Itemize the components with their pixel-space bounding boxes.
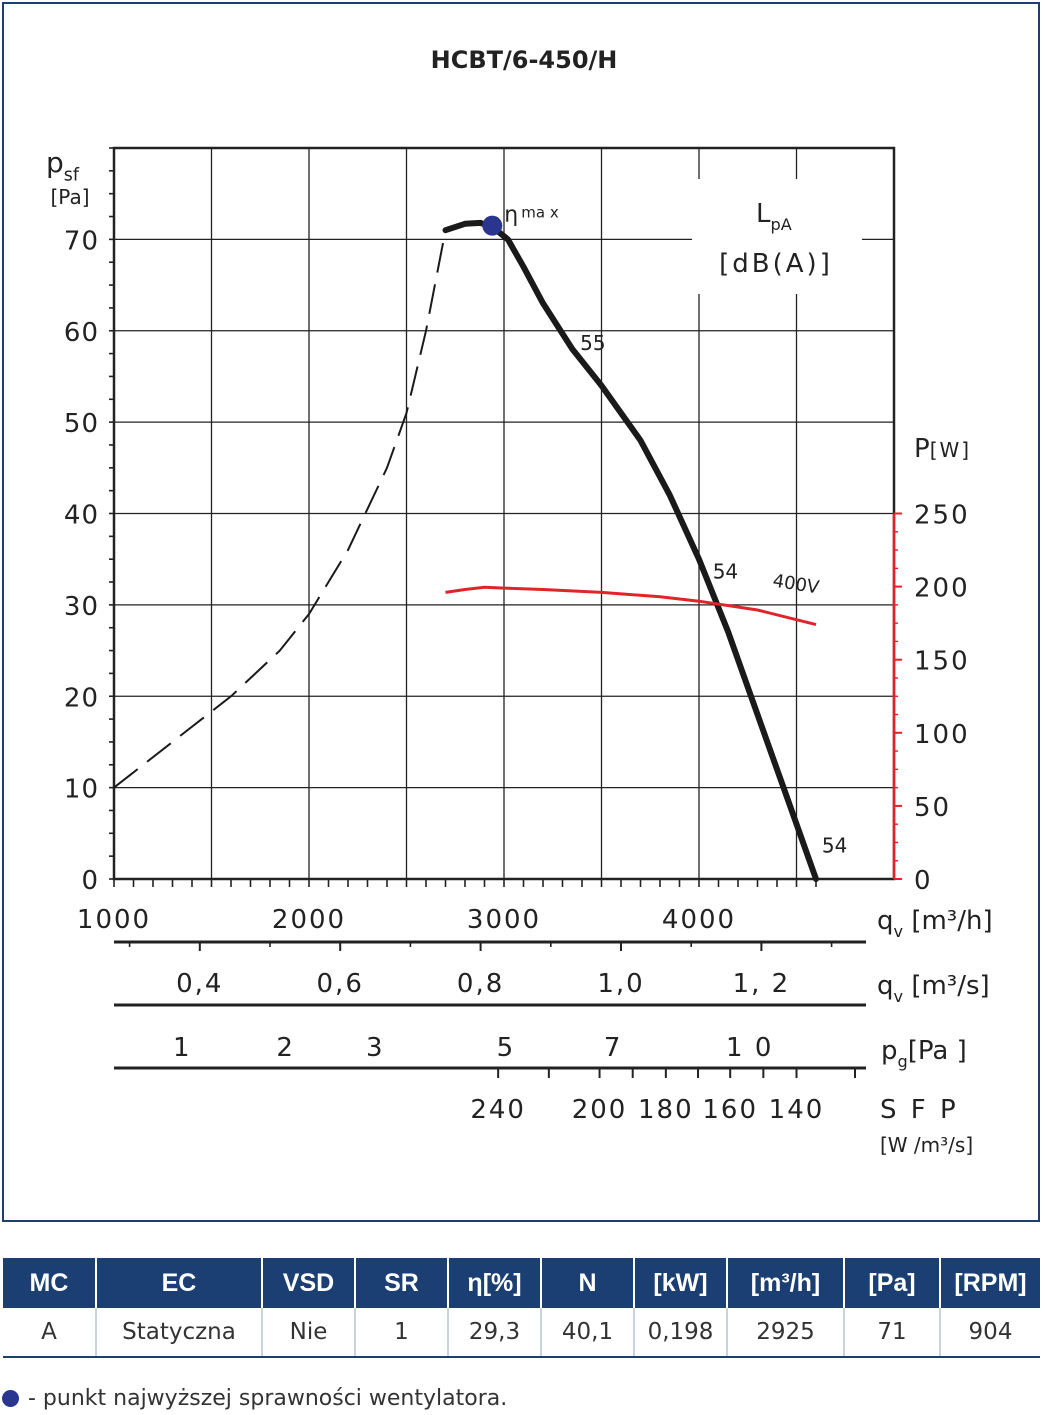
- eta-max-marker-icon: [2, 1390, 19, 1407]
- y-tick-label: 20: [64, 683, 99, 713]
- power-curve: [445, 585, 817, 627]
- y-tick-label: 0: [81, 866, 99, 896]
- x-tick-label: 2000: [272, 905, 346, 935]
- col-header-rpm: [RPM]: [940, 1258, 1040, 1308]
- cell-n: 40,1: [541, 1308, 635, 1358]
- pg-axis-label: pg[Pa ]: [881, 1036, 967, 1071]
- power-axis-label: P[W]: [914, 434, 971, 464]
- y-tick-label: 30: [64, 592, 99, 622]
- y-tick-label: 70: [64, 226, 99, 256]
- flow-m3s-tick-label: 1, 2: [733, 969, 791, 999]
- cell-rpm: 904: [940, 1308, 1040, 1358]
- noise-value-label: 55: [580, 331, 605, 355]
- sfp-axis-label: S F P: [880, 1095, 959, 1125]
- power-tick-label: 0: [914, 866, 933, 896]
- noise-unit: [dB(A)]: [719, 249, 833, 279]
- y-tick-label: 60: [64, 318, 99, 348]
- power-tick-label: 50: [914, 793, 951, 823]
- power-tick-label: 100: [914, 720, 970, 750]
- flow-m3s-axis-label: qv [m³/s]: [877, 971, 990, 1006]
- col-header-pressure: [Pa]: [844, 1258, 941, 1308]
- pg-tick-label: 1 0: [726, 1033, 773, 1063]
- chart-title: HCBT/6-450/H: [431, 46, 618, 74]
- table-header-row: MC EC VSD SR η[%] N [kW] [m³/h] [Pa] [RP…: [3, 1258, 1040, 1308]
- eta-max-label: η ma x: [504, 203, 559, 228]
- flow-m3s-tick-label: 0,8: [457, 969, 504, 999]
- sfp-tick-label: 240: [470, 1095, 526, 1125]
- y-axis-unit: [Pa]: [50, 185, 89, 209]
- cell-vsd: Nie: [262, 1308, 356, 1358]
- footnote: - punkt najwyższej sprawności wentylator…: [2, 1386, 507, 1411]
- cell-kw: 0,198: [634, 1308, 728, 1358]
- col-header-efficiency: η[%]: [448, 1258, 542, 1308]
- col-header-vsd: VSD: [262, 1258, 356, 1308]
- pg-tick-label: 1: [173, 1033, 192, 1063]
- cell-flow: 2925: [727, 1308, 845, 1358]
- col-header-flow: [m³/h]: [727, 1258, 845, 1308]
- flow-m3s-tick-label: 0,6: [317, 969, 364, 999]
- cell-ec: Statyczna: [96, 1308, 263, 1358]
- x-tick-label: 1000: [77, 905, 151, 935]
- x-tick-label: 3000: [467, 905, 541, 935]
- chart-frame: HCBT/6-450/H 0 10 20 30 40 50 60 70 psf [Pa] 1000 20…: [2, 2, 1040, 1222]
- y-axis-label: psf: [46, 146, 80, 185]
- pressure-curve-dashed: [113, 230, 447, 789]
- eta-max-point: [482, 215, 503, 236]
- col-header-ec: EC: [96, 1258, 263, 1308]
- noise-value-label: 54: [713, 559, 738, 583]
- x-tick-label: 4000: [662, 905, 736, 935]
- pg-tick-label: 2: [276, 1033, 295, 1063]
- y-tick-label: 40: [64, 501, 99, 531]
- col-header-kw: [kW]: [634, 1258, 728, 1308]
- power-tick-label: 250: [914, 501, 970, 531]
- cell-mc: A: [3, 1308, 97, 1358]
- col-header-mc: MC: [3, 1258, 97, 1308]
- pressure-curve: [442, 219, 819, 882]
- noise-label: LpA: [756, 199, 792, 234]
- voltage-label: 400V: [771, 570, 821, 598]
- cell-efficiency: 29,3: [448, 1308, 542, 1358]
- sfp-tick-label: 140: [769, 1095, 825, 1125]
- col-header-sr: SR: [355, 1258, 449, 1308]
- pg-tick-label: 7: [604, 1033, 623, 1063]
- pg-tick-label: 3: [366, 1033, 385, 1063]
- power-tick-label: 200: [914, 574, 970, 604]
- sfp-tick-label: 180: [638, 1095, 694, 1125]
- noise-value-label: 54: [822, 834, 847, 858]
- cell-pressure: 71: [844, 1308, 941, 1358]
- spec-table: MC EC VSD SR η[%] N [kW] [m³/h] [Pa] [RP…: [3, 1258, 1040, 1358]
- sfp-tick-label: 160: [702, 1095, 758, 1125]
- power-tick-label: 150: [914, 647, 970, 677]
- col-header-n: N: [541, 1258, 635, 1308]
- footnote-text: - punkt najwyższej sprawności wentylator…: [28, 1386, 508, 1411]
- sfp-tick-label: 200: [572, 1095, 628, 1125]
- flow-m3s-tick-label: 0,4: [176, 969, 223, 999]
- y-tick-label: 10: [64, 775, 99, 805]
- y-tick-label: 50: [64, 409, 99, 439]
- table-row: A Statyczna Nie 1 29,3 40,1 0,198 2925 7…: [3, 1308, 1040, 1358]
- noise-legend-box: [692, 179, 862, 294]
- flow-m3s-tick-label: 1,0: [597, 969, 644, 999]
- pg-tick-label: 5: [497, 1033, 516, 1063]
- sfp-axis-unit: [W /m³/s]: [880, 1133, 973, 1157]
- cell-sr: 1: [355, 1308, 449, 1358]
- x-axis-label: qv [m³/h]: [877, 906, 993, 941]
